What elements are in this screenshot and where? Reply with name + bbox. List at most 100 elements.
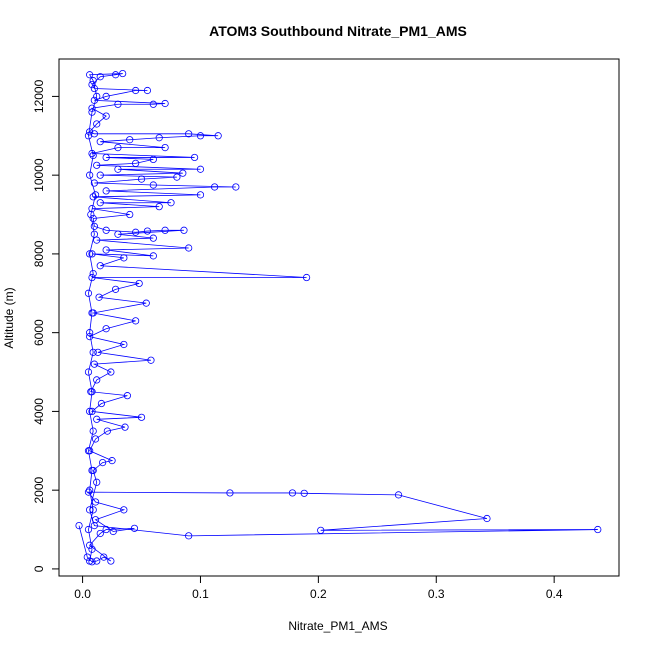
data-point [75, 521, 83, 530]
data-point [142, 299, 150, 307]
data-point [96, 138, 104, 146]
series-lines [78, 73, 598, 563]
data-point [173, 173, 181, 181]
y-tick-label: 0 [32, 565, 46, 572]
data-point [100, 553, 108, 561]
data-point [93, 376, 101, 384]
data-point [86, 329, 94, 337]
data-point [90, 360, 98, 368]
data-point [90, 84, 98, 93]
data-point [226, 489, 234, 497]
data-point [149, 181, 157, 189]
data-point [196, 191, 205, 199]
data-point [89, 214, 97, 223]
y-axis-label: Altitude (m) [2, 287, 16, 348]
data-point [126, 136, 134, 144]
data-point [114, 230, 122, 238]
data-point [483, 514, 491, 523]
data-point [88, 407, 96, 416]
x-tick-label: 0.1 [192, 587, 209, 601]
data-point [211, 183, 219, 191]
data-point [132, 159, 140, 167]
data-point [86, 250, 94, 258]
x-axis: 0.0 0.1 0.2 0.3 0.4 [74, 576, 563, 601]
data-point [88, 273, 96, 282]
data-point [137, 413, 146, 421]
data-point [114, 165, 122, 173]
data-point [111, 71, 120, 79]
data-point [130, 524, 139, 532]
data-point [93, 120, 101, 128]
data-point [232, 183, 240, 191]
data-point [86, 486, 94, 494]
data-point [88, 250, 96, 258]
data-point [93, 415, 101, 423]
data-point [155, 134, 163, 142]
data-point [86, 332, 94, 341]
x-tick-label: 0.4 [546, 587, 563, 601]
data-point [102, 112, 110, 120]
data-point [149, 100, 157, 108]
data-point [84, 132, 93, 140]
data-point [86, 506, 94, 514]
data-point [135, 279, 143, 288]
data-point [132, 228, 140, 236]
data-point [84, 447, 93, 455]
data-point [99, 458, 107, 467]
data-point [87, 210, 95, 219]
y-tick-label: 12000 [32, 79, 46, 113]
data-point [196, 132, 205, 140]
data-point [302, 273, 311, 282]
data-point [190, 153, 199, 162]
data-point [149, 234, 157, 242]
data-point [161, 226, 169, 234]
plot-frame [58, 58, 620, 577]
data-point [114, 143, 122, 152]
data-point [143, 86, 152, 95]
data-point [107, 557, 115, 565]
data-point [89, 348, 97, 356]
data-point [89, 427, 97, 435]
data-point [88, 80, 96, 89]
data-point [179, 169, 187, 177]
data-point [93, 92, 101, 101]
x-tick-label: 0.0 [74, 587, 91, 601]
data-point [394, 491, 403, 499]
data-point [300, 489, 308, 497]
data-point [89, 151, 97, 160]
data-point [90, 222, 98, 230]
y-tick-label: 10000 [32, 158, 46, 192]
data-point [90, 230, 98, 238]
data-point [107, 368, 115, 376]
data-point [196, 165, 205, 173]
data-point [86, 71, 94, 79]
data-point [185, 244, 193, 252]
data-point [109, 527, 117, 536]
data-point [89, 193, 97, 201]
data-point [120, 254, 128, 262]
data-point [155, 203, 163, 211]
y-tick-label: 4000 [32, 398, 46, 425]
x-axis-label: Nitrate_PM1_AMS [288, 619, 387, 633]
chart-title: ATOM3 Southbound Nitrate_PM1_AMS [209, 23, 467, 39]
data-point [89, 269, 97, 278]
y-tick-label: 6000 [32, 319, 46, 346]
data-point [147, 356, 155, 364]
y-tick-label: 8000 [32, 240, 46, 267]
series-line-0 [78, 73, 598, 563]
data-point [288, 489, 297, 497]
data-point [88, 108, 96, 116]
data-point [317, 526, 325, 534]
data-point [149, 252, 157, 260]
data-point [120, 506, 128, 514]
data-point [89, 506, 97, 514]
data-point [102, 246, 110, 254]
data-point [86, 171, 94, 179]
data-point [96, 199, 104, 207]
x-tick-label: 0.2 [310, 587, 327, 601]
data-point [88, 309, 96, 317]
series-points [75, 69, 602, 566]
data-point [132, 86, 140, 95]
data-point [90, 521, 98, 530]
